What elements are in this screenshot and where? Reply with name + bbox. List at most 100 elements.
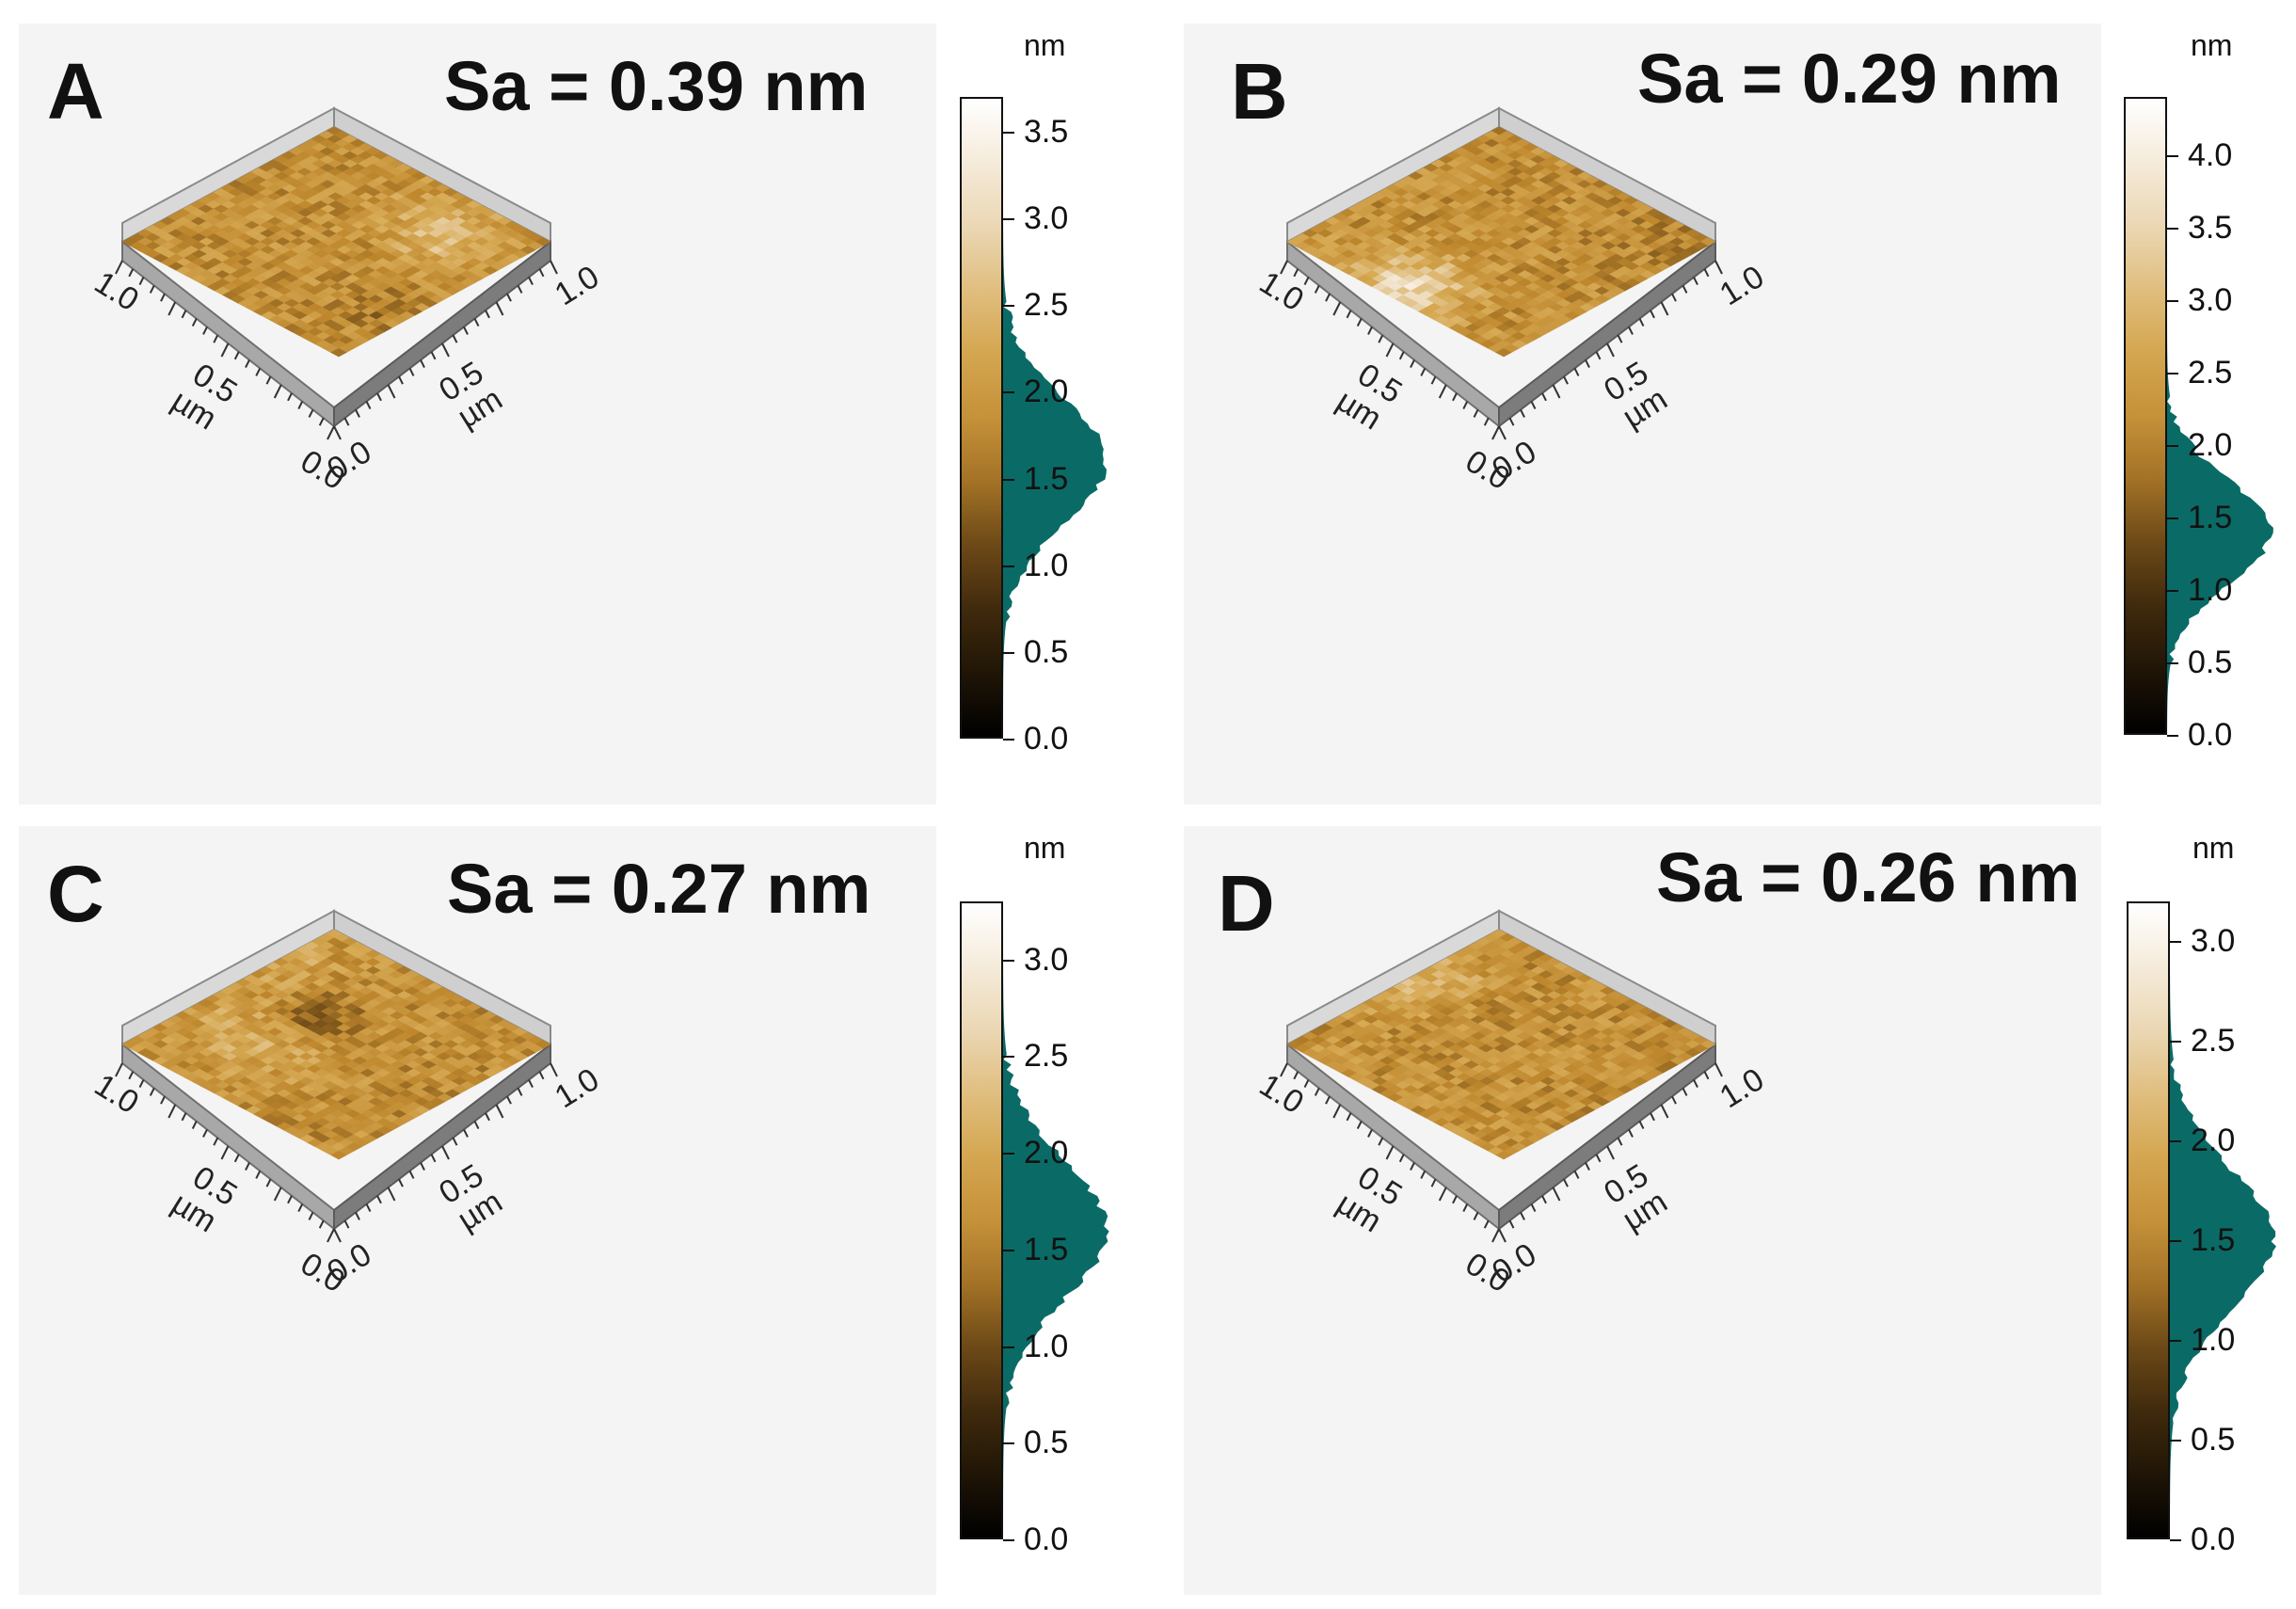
surface-texture (121, 126, 551, 358)
colorbar-tick-label: 2.5 (1024, 1038, 1069, 1075)
afm-plot-area (1184, 826, 2101, 1595)
colorbar-tick-label: 2.5 (2188, 354, 2233, 390)
colorbar-tick (2170, 1140, 2181, 1143)
colorbar-tick (2167, 372, 2178, 374)
panel-a: 1.0 0.5 µm 0.0 0.0 0.5 µm 1.0 A Sa = 0.39 nm nm… (19, 24, 1148, 804)
histogram-area (2170, 932, 2277, 1539)
colorbar-unit: nm (1024, 28, 1066, 62)
colorbar-tick (2170, 1440, 2181, 1442)
colorbar-unit: nm (2192, 831, 2235, 865)
colorbar-tick-label: 0.0 (2191, 1521, 2236, 1557)
height-histogram (2167, 128, 2273, 735)
sa-roughness-label: Sa = 0.27 nm (447, 850, 871, 928)
colorbar-tick-label: 1.0 (2188, 571, 2233, 608)
sa-roughness-label: Sa = 0.39 nm (444, 47, 869, 125)
colorbar-tick-label: 3.0 (1024, 200, 1069, 237)
colorbar-tick (1003, 1346, 1014, 1348)
panel-letter: D (1218, 859, 1275, 948)
colorbar-tick-label: 2.0 (2188, 426, 2233, 463)
height-colorbar (960, 97, 1003, 739)
colorbar-tick (1003, 305, 1014, 308)
surface-texture (1286, 929, 1716, 1160)
colorbar-tick (2167, 735, 2178, 737)
colorbar-unit: nm (1024, 831, 1066, 865)
colorbar-tick-label: 1.0 (1024, 1328, 1069, 1364)
colorbar-tick (2170, 1340, 2181, 1343)
colorbar-tick (2167, 154, 2178, 157)
panel-b: 1.0 0.5 µm 0.0 0.0 0.5 µm 1.0 B Sa = 0.29 nm nm… (1184, 24, 2296, 804)
colorbar-tick (1003, 959, 1014, 962)
colorbar-tick-label: 1.5 (2191, 1222, 2236, 1259)
colorbar-tick-label: 0.5 (2188, 644, 2233, 680)
colorbar-tick (1003, 565, 1014, 567)
height-colorbar (2127, 901, 2170, 1539)
colorbar-tick (2167, 589, 2178, 592)
colorbar-tick (2170, 1240, 2181, 1243)
colorbar-tick-label: 3.0 (2188, 281, 2233, 318)
colorbar-tick (1003, 391, 1014, 394)
sa-roughness-label: Sa = 0.26 nm (1656, 838, 2081, 916)
panel-letter: B (1231, 47, 1288, 135)
colorbar-tick-label: 0.0 (1024, 721, 1069, 757)
colorbar-tick (2170, 1041, 2181, 1043)
colorbar-tick (2167, 227, 2178, 230)
afm-plot-area (19, 24, 936, 804)
surface-texture (121, 929, 551, 1160)
height-histogram (1003, 932, 1109, 1539)
colorbar-tick-label: 2.5 (1024, 287, 1069, 324)
colorbar-tick-label: 0.0 (1024, 1521, 1069, 1557)
colorbar-tick-label: 1.5 (1024, 460, 1069, 497)
height-colorbar (2124, 97, 2167, 735)
colorbar-tick-label: 2.0 (1024, 1135, 1069, 1171)
colorbar-tick-label: 2.0 (1024, 374, 1069, 410)
colorbar-tick (2170, 1539, 2181, 1541)
colorbar-unit: nm (2191, 28, 2233, 62)
panel-d: 1.0 0.5 µm 0.0 0.0 0.5 µm 1.0 D Sa = 0.26 nm nm… (1184, 826, 2296, 1598)
colorbar-tick (1003, 1249, 1014, 1251)
colorbar-tick (2170, 941, 2181, 944)
histogram-area (2167, 128, 2273, 735)
colorbar-tick (2167, 299, 2178, 302)
colorbar-tick-label: 3.5 (1024, 113, 1069, 150)
panel-c: 1.0 0.5 µm 0.0 0.0 0.5 µm 1.0 C Sa = 0.27 nm nm… (19, 826, 1148, 1598)
colorbar-tick-label: 3.0 (2191, 923, 2236, 960)
height-histogram (2170, 932, 2277, 1539)
histogram-area (1003, 932, 1109, 1539)
axis-ticks (1280, 1062, 1723, 1243)
axis-ticks (115, 1062, 558, 1243)
colorbar-tick (1003, 1442, 1014, 1445)
colorbar-tick (1003, 739, 1014, 741)
panel-letter: A (47, 47, 104, 135)
afm-plot-area (19, 826, 936, 1595)
panel-letter: C (47, 850, 104, 938)
colorbar-tick (1003, 218, 1014, 221)
height-colorbar (960, 901, 1003, 1539)
colorbar-tick-label: 3.5 (2188, 209, 2233, 246)
colorbar-tick-label: 4.0 (2188, 136, 2233, 173)
sa-roughness-label: Sa = 0.29 nm (1637, 40, 2062, 118)
height-histogram (1003, 129, 1107, 740)
colorbar-tick (2167, 661, 2178, 664)
colorbar-tick (1003, 651, 1014, 654)
colorbar-tick (1003, 478, 1014, 481)
axis-ticks (115, 260, 558, 440)
colorbar-tick-label: 1.5 (1024, 1231, 1069, 1267)
colorbar-tick (2167, 444, 2178, 447)
colorbar-tick (1003, 1056, 1014, 1059)
colorbar-tick-label: 2.0 (2191, 1123, 2236, 1159)
colorbar-tick-label: 1.5 (2188, 499, 2233, 535)
colorbar-tick-label: 0.5 (2191, 1422, 2236, 1458)
colorbar-tick (1003, 1153, 1014, 1155)
colorbar-tick-label: 1.0 (1024, 547, 1069, 583)
colorbar-tick (2167, 517, 2178, 519)
colorbar-tick-label: 0.5 (1024, 633, 1069, 670)
colorbar-tick-label: 0.0 (2188, 717, 2233, 753)
colorbar-tick-label: 0.5 (1024, 1425, 1069, 1461)
colorbar-tick-label: 3.0 (1024, 941, 1069, 978)
afm-plot-area (1184, 24, 2101, 804)
colorbar-tick-label: 2.5 (2191, 1023, 2236, 1059)
